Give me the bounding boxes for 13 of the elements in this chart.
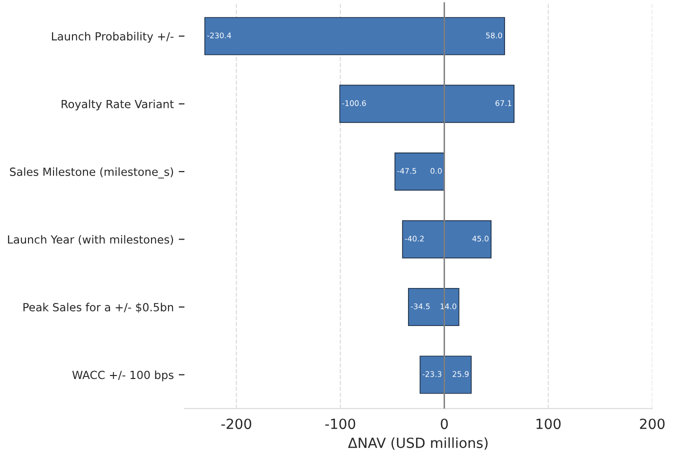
x-tick-label: -200	[221, 418, 252, 430]
x-tick-label: 200	[640, 418, 665, 430]
y-tick-label: Royalty Rate Variant	[62, 100, 174, 110]
x-axis-title: ΔNAV (USD millions)	[348, 437, 488, 450]
y-tick-label: Sales Milestone (milestone_s)	[10, 167, 174, 178]
x-tick-label: -100	[325, 418, 356, 430]
x-tick-label: 0	[440, 418, 448, 430]
bar	[394, 152, 445, 191]
y-tick-label: Launch Probability +/-	[52, 32, 174, 43]
y-tick-label: Launch Year (with milestones)	[8, 235, 174, 245]
x-tick-label: 100	[536, 418, 561, 430]
y-tick-label: Peak Sales for a +/- $0.5bn	[24, 302, 174, 313]
y-tick-label: WACC +/- 100 bps	[72, 370, 174, 382]
